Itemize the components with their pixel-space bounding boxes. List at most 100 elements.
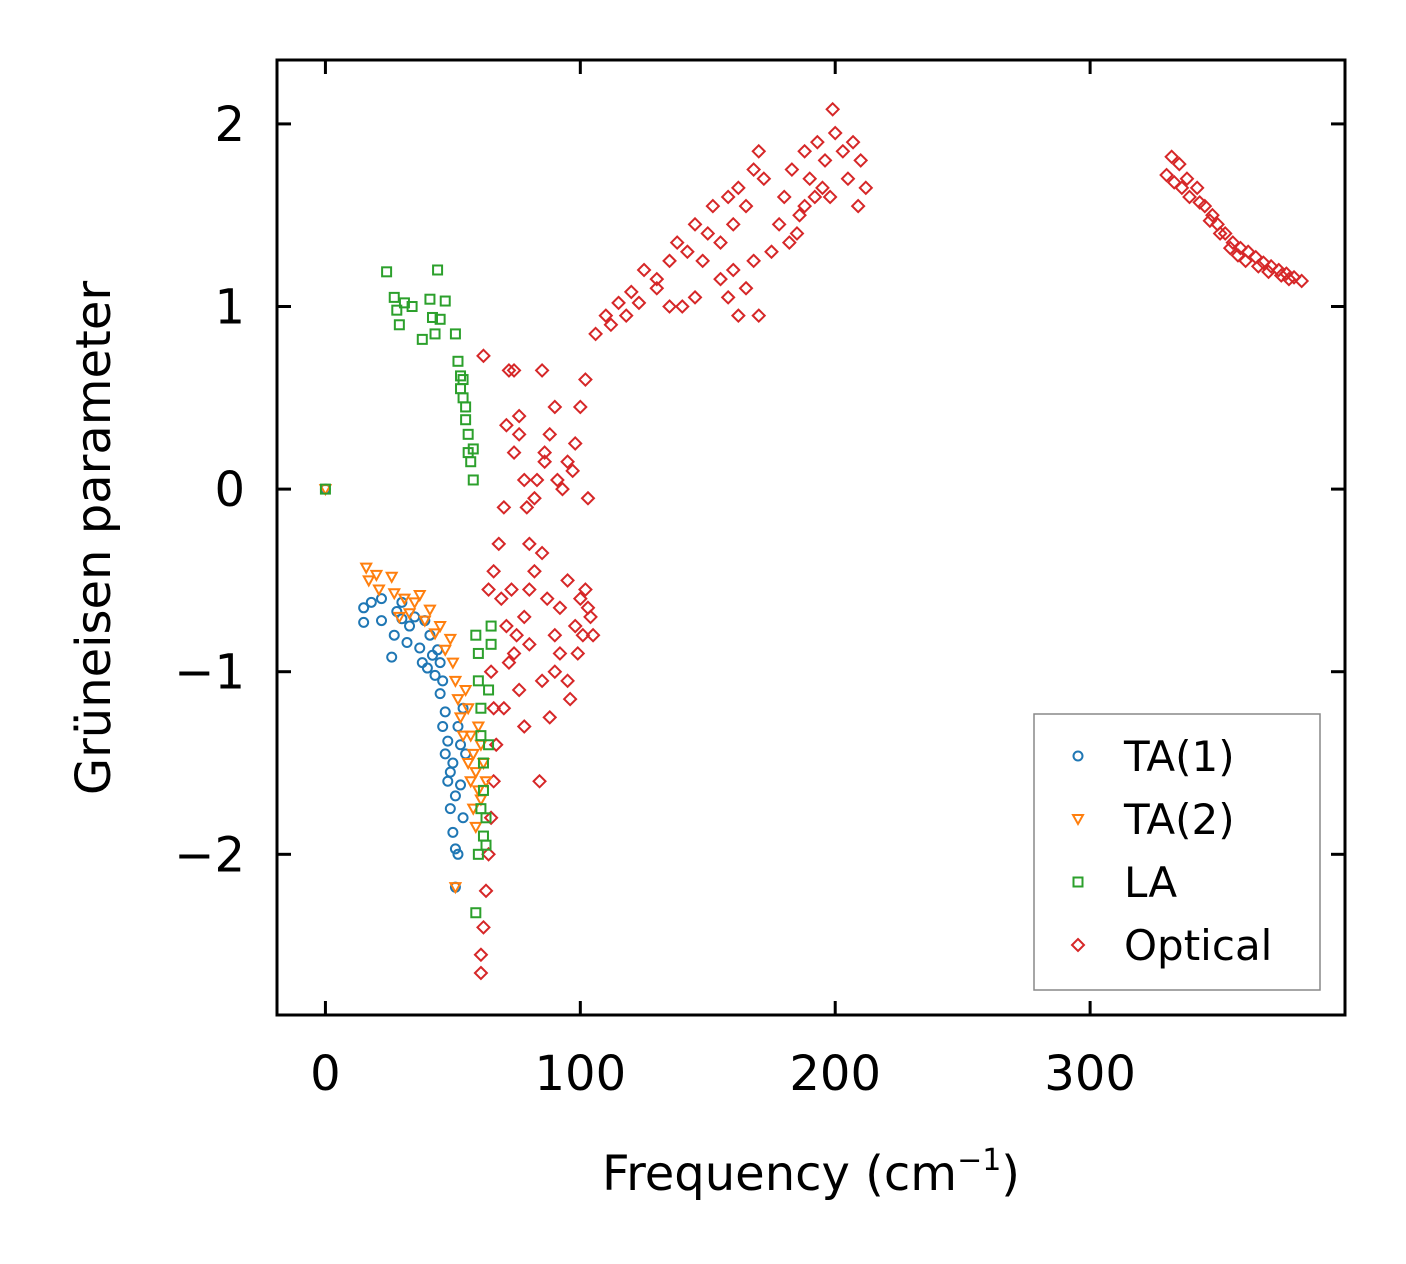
data-point xyxy=(516,719,532,734)
legend-marker xyxy=(1072,876,1084,888)
data-point xyxy=(486,700,502,716)
data-point xyxy=(498,618,514,634)
data-point xyxy=(534,673,550,689)
data-point xyxy=(687,216,703,232)
data-point xyxy=(542,426,558,442)
data-point xyxy=(461,758,475,771)
data-point xyxy=(751,308,767,324)
data-point xyxy=(560,673,575,689)
data-point xyxy=(404,620,416,632)
x-tick-label: 100 xyxy=(535,1046,627,1102)
series-ta-2 xyxy=(318,484,493,895)
data-point xyxy=(496,700,512,716)
data-point xyxy=(506,363,522,378)
data-point xyxy=(687,289,703,305)
data-point xyxy=(448,675,463,688)
data-point xyxy=(817,153,833,168)
x-axis-label: Frequency (cm−1) xyxy=(602,1143,1020,1202)
data-point xyxy=(809,134,825,150)
data-point xyxy=(359,562,373,575)
data-point xyxy=(319,483,331,495)
data-point xyxy=(439,706,451,718)
data-point xyxy=(432,264,444,276)
data-points xyxy=(318,101,1310,981)
data-point xyxy=(585,627,601,643)
data-point xyxy=(713,235,728,251)
data-point xyxy=(567,436,583,451)
data-point xyxy=(439,748,451,760)
plot-frame xyxy=(275,58,1347,1017)
data-point xyxy=(575,627,591,643)
data-point xyxy=(493,591,509,607)
data-point xyxy=(438,644,452,657)
data-point xyxy=(464,730,478,743)
data-point xyxy=(472,675,484,687)
data-point xyxy=(452,848,464,860)
data-point xyxy=(428,628,442,641)
data-point xyxy=(470,629,482,641)
data-point xyxy=(372,584,386,597)
data-point xyxy=(362,575,376,588)
data-point xyxy=(388,629,400,641)
data-point xyxy=(662,299,677,314)
data-point xyxy=(598,308,614,324)
data-point xyxy=(781,235,797,251)
data-point xyxy=(537,454,553,470)
data-point xyxy=(469,821,483,834)
data-point xyxy=(807,189,823,205)
data-point xyxy=(388,291,400,303)
data-point xyxy=(570,646,586,661)
data-point xyxy=(464,776,478,789)
legend: TA(1) TA(2) LA Optical xyxy=(1033,713,1321,991)
data-point xyxy=(669,235,685,251)
data-point xyxy=(387,588,401,601)
data-point xyxy=(572,399,588,415)
data-point xyxy=(476,348,491,364)
data-point xyxy=(1189,180,1205,196)
data-point xyxy=(746,253,762,269)
data-point xyxy=(1202,213,1218,229)
data-point xyxy=(448,882,463,895)
data-point xyxy=(467,474,479,486)
data-point xyxy=(506,445,522,461)
data-point xyxy=(491,536,507,552)
y-tick-label: 2 xyxy=(214,97,245,153)
data-point xyxy=(720,289,736,305)
data-point xyxy=(738,198,754,214)
data-point xyxy=(792,207,807,223)
data-point xyxy=(423,604,437,617)
series-ta-1 xyxy=(319,483,472,893)
data-point xyxy=(1174,180,1190,196)
data-point xyxy=(529,472,545,488)
data-point xyxy=(485,638,497,650)
data-point xyxy=(1164,149,1180,165)
x-tick-label: 0 xyxy=(310,1046,341,1102)
y-axis-label: Grüneisen parameter xyxy=(66,281,122,796)
data-point xyxy=(511,682,527,698)
series-optical xyxy=(473,101,1310,981)
data-point xyxy=(756,171,772,187)
data-point xyxy=(358,602,370,614)
data-point xyxy=(449,328,461,340)
data-point xyxy=(746,162,762,177)
data-point xyxy=(705,198,721,214)
data-point xyxy=(478,883,494,899)
data-point xyxy=(446,657,460,670)
x-axis-label-end: ) xyxy=(1001,1146,1020,1202)
data-point xyxy=(504,582,519,597)
data-point xyxy=(449,790,461,802)
data-point xyxy=(358,616,370,628)
data-point xyxy=(534,363,550,378)
data-point xyxy=(730,308,746,324)
series-la xyxy=(319,264,497,919)
data-point xyxy=(552,600,568,616)
data-point xyxy=(547,627,563,643)
data-point xyxy=(483,739,495,751)
data-point xyxy=(521,582,537,597)
data-point xyxy=(567,618,583,634)
data-point xyxy=(392,611,407,624)
data-point xyxy=(521,636,537,652)
data-point xyxy=(416,657,428,669)
data-point xyxy=(552,646,568,661)
data-point xyxy=(853,153,869,168)
